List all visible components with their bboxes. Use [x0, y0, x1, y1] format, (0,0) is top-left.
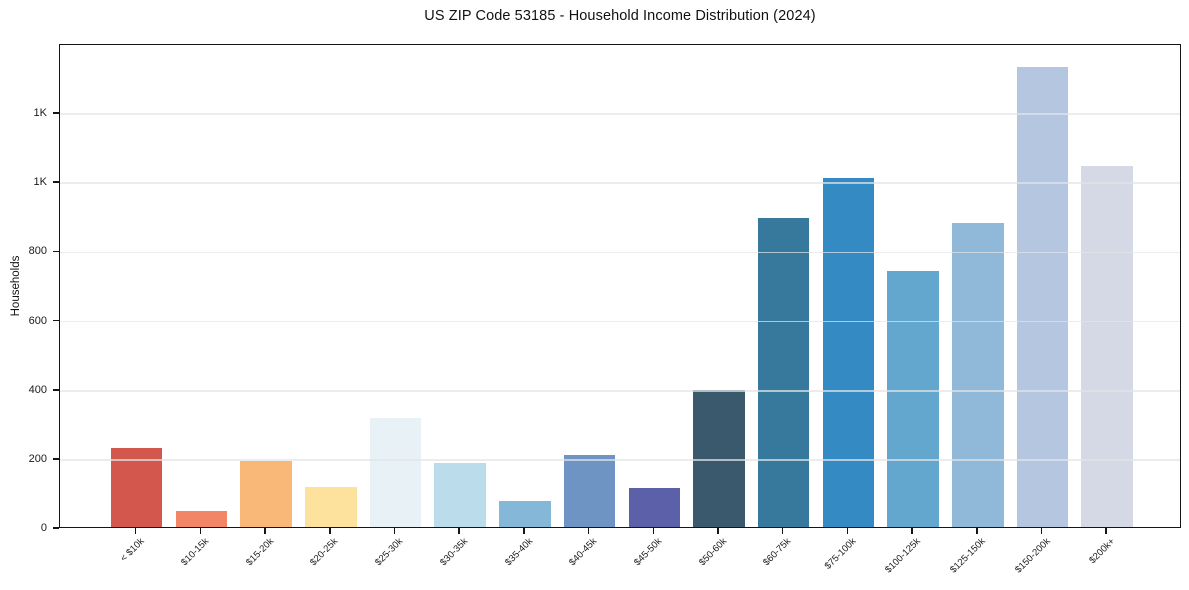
- bar-15: [1016, 66, 1069, 527]
- y-tick-mark: [53, 112, 59, 114]
- y-tick-label: 0: [40, 522, 47, 534]
- x-tick-mark: [329, 528, 331, 534]
- x-tick-label: $75-100k: [822, 536, 859, 572]
- bar-12: [822, 177, 875, 527]
- x-tick-mark: [652, 528, 655, 534]
- x-tick-mark: [846, 528, 849, 534]
- y-tick-mark: [53, 527, 59, 529]
- y-tick-label: 1K: [33, 107, 47, 120]
- x-tick-mark: [976, 528, 978, 534]
- y-tick-mark: [53, 319, 59, 322]
- bar-8: [563, 455, 616, 527]
- x-tick-label: $15-20k: [243, 536, 276, 569]
- gridline-1000: [60, 182, 1180, 185]
- gridline-600: [60, 320, 1180, 323]
- x-tick-label: $60-75k: [761, 536, 794, 569]
- x-tick-label: $35-40k: [502, 536, 535, 569]
- x-tick-label: $200k+: [1086, 536, 1117, 567]
- x-tick-mark: [264, 528, 266, 534]
- x-tick-mark: [523, 528, 525, 534]
- bar-5: [369, 418, 422, 527]
- x-tick-mark: [587, 528, 590, 534]
- y-tick-label: 800: [28, 245, 47, 258]
- y-tick-label: 400: [28, 383, 47, 396]
- plot-area: [59, 44, 1181, 528]
- bar-1: [110, 447, 163, 527]
- bar-14: [952, 223, 1004, 527]
- bar-7: [499, 501, 551, 527]
- x-tick-mark: [911, 528, 913, 534]
- x-tick-mark: [781, 528, 784, 534]
- x-tick-mark: [1040, 528, 1043, 534]
- gridline-800: [60, 251, 1180, 254]
- x-tick-label: $40-45k: [567, 536, 600, 569]
- x-tick-mark: [134, 528, 137, 534]
- y-tick-mark: [53, 458, 59, 460]
- gridline-200: [60, 459, 1180, 461]
- y-tick-mark: [53, 250, 59, 253]
- x-tick-label: $150-200k: [1012, 536, 1053, 576]
- x-tick-label: < $10k: [118, 536, 147, 565]
- chart-title: US ZIP Code 53185 - Household Income Dis…: [424, 8, 816, 24]
- x-tick-label: $50-60k: [696, 536, 729, 569]
- x-tick-label: $20-25k: [308, 536, 341, 569]
- bar-11: [757, 217, 810, 527]
- bar-2: [175, 511, 228, 527]
- bar-10: [693, 390, 745, 527]
- bar-6: [434, 462, 486, 527]
- y-tick-mark: [53, 388, 59, 391]
- bar-4: [305, 486, 357, 527]
- x-tick-mark: [458, 528, 460, 534]
- y-tick-mark: [53, 181, 59, 184]
- bar-3: [240, 461, 292, 527]
- x-tick-mark: [393, 528, 396, 534]
- x-tick-label: $25-30k: [373, 536, 406, 569]
- bar-13: [887, 271, 939, 527]
- x-tick-label: $125-150k: [948, 536, 988, 576]
- x-tick-label: $45-50k: [632, 536, 665, 569]
- x-tick-label: $30-35k: [437, 536, 470, 569]
- y-tick-label: 200: [28, 452, 47, 465]
- x-tick-label: $10-15k: [179, 536, 212, 569]
- x-tick-mark: [199, 528, 202, 534]
- x-tick-mark: [717, 528, 719, 534]
- y-tick-label: 1K: [33, 176, 47, 189]
- y-tick-label: 600: [28, 314, 47, 327]
- gridline-400: [60, 389, 1180, 392]
- y-axis-label: Households: [10, 255, 22, 317]
- x-tick-label: $100-125k: [883, 536, 923, 576]
- bar-9: [628, 487, 681, 527]
- bar-16: [1081, 166, 1133, 527]
- gridline-1200: [60, 113, 1180, 115]
- x-tick-mark: [1105, 528, 1107, 534]
